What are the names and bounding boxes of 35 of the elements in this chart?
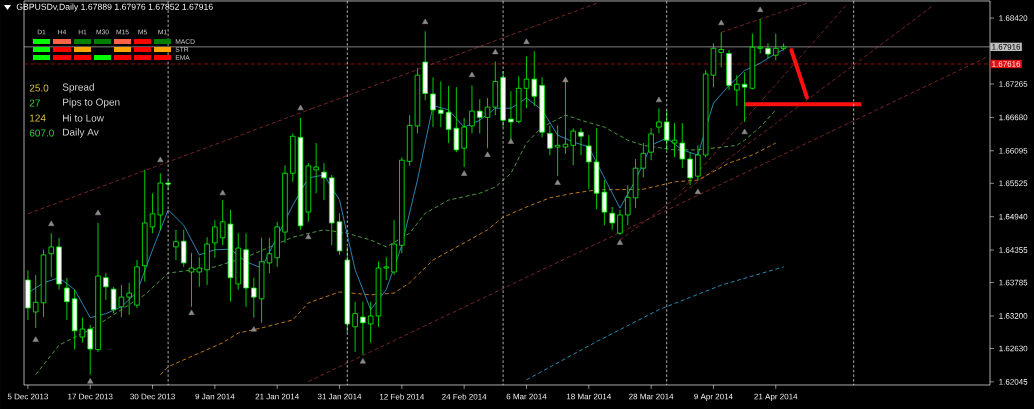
x-tick-label: 21 Jan 2014: [255, 393, 299, 400]
y-tick-label: 1.68420: [999, 15, 1028, 21]
y-tick-label: 1.64355: [999, 247, 1028, 253]
x-tick-label: 5 Dec 2013: [7, 393, 48, 400]
y-tick-label: 1.66095: [999, 147, 1028, 154]
x-tick-label: 18 Mar 2014: [566, 393, 612, 400]
x-tick-label: 31 Jan 2014: [317, 393, 362, 400]
x-tick-label: 9 Apr 2014: [694, 393, 733, 401]
y-tick-label: 1.65525: [999, 180, 1028, 187]
ref-line-label: 1.67616: [992, 61, 1021, 67]
ref-line-label: 1.67916: [992, 44, 1021, 50]
x-tick-label: 9 Jan 2014: [195, 393, 235, 400]
y-tick-label: 1.67265: [999, 81, 1028, 87]
annotation: Pips to Open: [63, 98, 120, 108]
y-tick-label: 1.63200: [999, 313, 1028, 319]
annotation: 27: [29, 99, 40, 107]
y-tick-label: 1.63785: [999, 279, 1028, 286]
annotation: 25.0: [29, 84, 49, 92]
annotation: 124: [30, 114, 46, 122]
x-tick-label: 6 Mar 2014: [506, 393, 547, 400]
annotation: Hi to Low: [63, 114, 104, 122]
x-tick-label: 28 Mar 2014: [629, 393, 674, 400]
annotation: 607.0: [29, 129, 54, 137]
x-tick-label: 12 Feb 2014: [379, 393, 425, 400]
x-tick-label: 30 Dec 2013: [130, 393, 175, 400]
annotation: Spread: [62, 83, 94, 93]
y-tick-label: 1.62045: [999, 379, 1028, 385]
x-tick-label: 24 Feb 2014: [442, 393, 487, 400]
y-tick-label: 1.64940: [999, 213, 1028, 220]
chart-title: GBPUSDv,Daily 1.67889 1.67976 1.67852 1.67916: [16, 3, 213, 12]
x-tick-label: 21 Apr 2014: [754, 393, 798, 401]
annotation: Daily Av: [63, 128, 99, 138]
y-tick-label: 1.66680: [999, 114, 1028, 121]
y-tick-label: 1.62630: [999, 345, 1028, 352]
x-tick-label: 17 Dec 2013: [68, 393, 113, 400]
